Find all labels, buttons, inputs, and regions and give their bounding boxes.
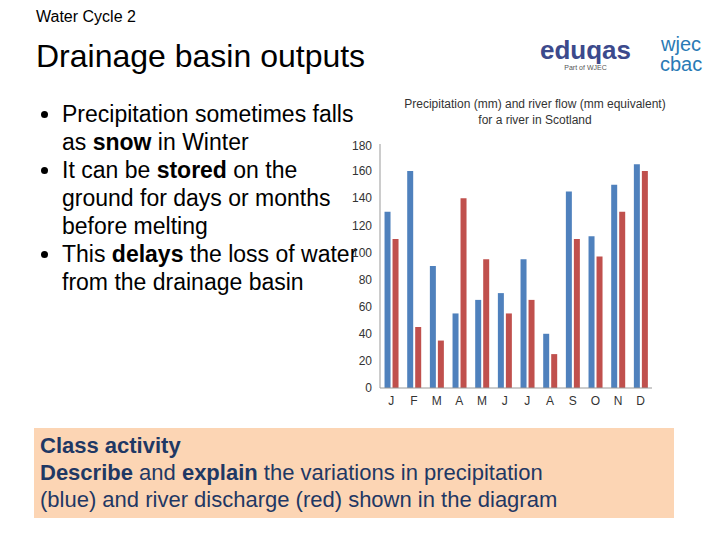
- html-text:(blue) and river discharge (re: (blue) and river discharge (red) shown i…: [40, 487, 558, 512]
- svg-text:J: J: [388, 394, 394, 408]
- html-text:This delays the loss of water: This delays the loss of water from the d…: [62, 241, 358, 295]
- svg-text:F: F: [410, 394, 417, 408]
- html-text:Describe and explain the varia: Describe and explain the variations in p…: [40, 460, 543, 485]
- svg-text:M: M: [477, 394, 487, 408]
- svg-text:A: A: [455, 394, 463, 408]
- svg-text:40: 40: [359, 327, 373, 341]
- svg-text:D: D: [636, 394, 645, 408]
- html-text:It can be stored on the ground: It can be stored on the ground for days …: [62, 157, 331, 239]
- svg-text:160: 160: [352, 164, 372, 178]
- svg-text:N: N: [614, 394, 623, 408]
- svg-text:100: 100: [352, 246, 372, 260]
- html-text:Precipitation sometimes falls: Precipitation sometimes falls as snow in…: [62, 101, 354, 155]
- html-text:Part of WJEC: Part of WJEC: [564, 64, 607, 71]
- svg-text:J: J: [502, 394, 508, 408]
- svg-text:M: M: [432, 394, 442, 408]
- html-text:Precipitation (mm) and river f: Precipitation (mm) and river flow (mm eq…: [404, 97, 666, 127]
- svg-text:S: S: [569, 394, 577, 408]
- svg-text:140: 140: [352, 191, 372, 205]
- html-text:eduqas: eduqas: [540, 35, 631, 65]
- svg-text:180: 180: [352, 139, 372, 153]
- svg-text:J: J: [524, 394, 530, 408]
- svg-text:0: 0: [365, 381, 372, 395]
- svg-text:120: 120: [352, 219, 372, 233]
- svg-text:A: A: [546, 394, 554, 408]
- html-text:wjec: wjec: [661, 33, 702, 55]
- svg-text:O: O: [591, 394, 600, 408]
- html-text:Class activity: Class activity: [40, 433, 181, 458]
- svg-text:20: 20: [359, 354, 373, 368]
- svg-text:80: 80: [359, 273, 373, 287]
- html-text:Water Cycle 2: Water Cycle 2: [36, 8, 136, 25]
- html-text:cbac: cbac: [660, 53, 703, 75]
- html-text:Drainage basin outputs: Drainage basin outputs: [36, 38, 366, 74]
- svg-text:60: 60: [359, 300, 373, 314]
